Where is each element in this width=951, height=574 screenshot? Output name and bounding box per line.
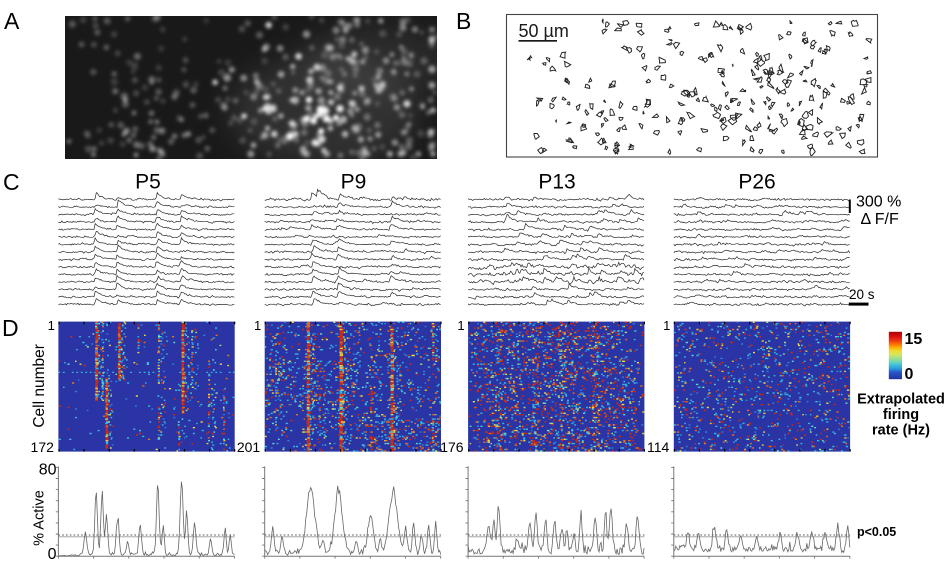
svg-text:1: 1 [254,318,261,333]
svg-text:P5: P5 [135,171,161,194]
svg-text:50 µm: 50 µm [519,21,569,41]
svg-text:C: C [3,169,20,195]
svg-text:20 s: 20 s [849,287,875,302]
svg-text:0: 0 [905,366,914,383]
svg-text:A: A [4,8,20,34]
svg-text:1: 1 [663,318,670,333]
svg-text:15: 15 [905,331,923,348]
svg-text:80: 80 [39,462,57,479]
svg-text:P9: P9 [341,171,367,194]
svg-text:300 %: 300 % [856,194,901,211]
svg-text:D: D [2,315,19,341]
svg-text:114: 114 [647,439,670,455]
svg-text:1: 1 [48,318,55,333]
svg-text:p<0.05: p<0.05 [857,525,896,539]
svg-text:1: 1 [457,318,464,333]
svg-text:172: 172 [31,439,55,455]
svg-text:Cell number: Cell number [31,344,48,428]
svg-text:0: 0 [48,546,57,563]
svg-text:176: 176 [440,439,464,455]
svg-text:P26: P26 [738,171,775,194]
svg-text:B: B [456,8,471,34]
svg-text:rate (Hz): rate (Hz) [872,423,930,439]
svg-text:firing: firing [883,407,919,423]
svg-text:201: 201 [237,439,261,455]
svg-text:Δ F/F: Δ F/F [861,211,899,228]
svg-text:Extrapolated: Extrapolated [857,392,945,408]
svg-text:P13: P13 [538,171,575,194]
svg-text:% Active: % Active [32,490,48,546]
